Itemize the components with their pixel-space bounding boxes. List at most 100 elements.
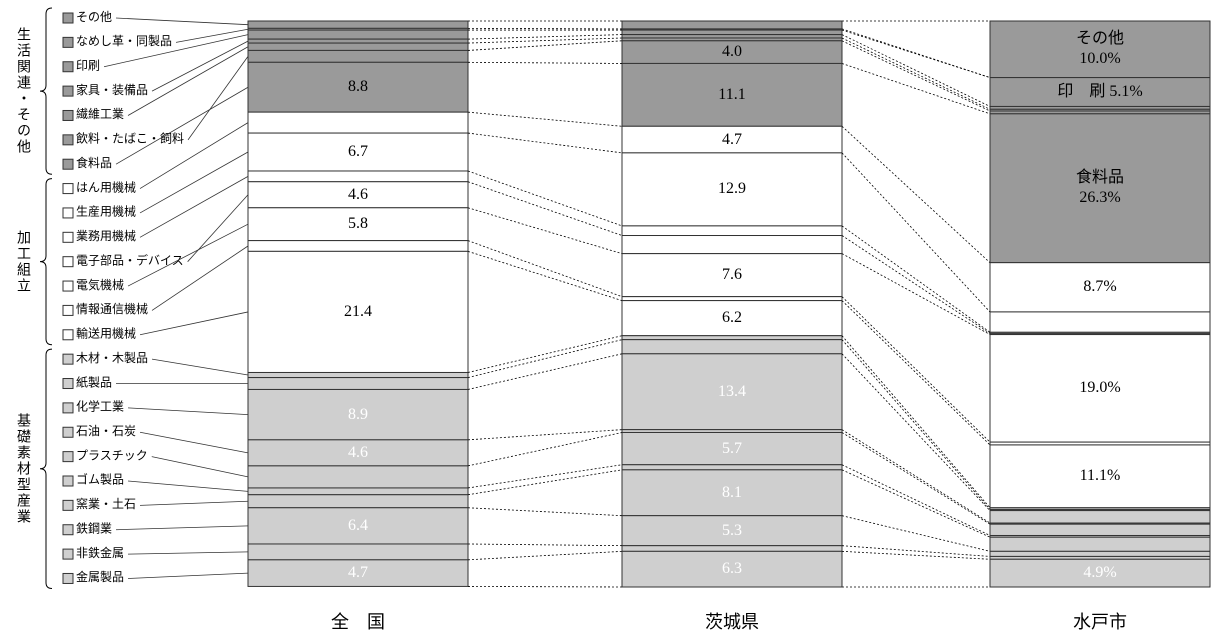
connector bbox=[841, 235, 991, 334]
value-label: 8.8 bbox=[348, 78, 368, 96]
connector bbox=[841, 63, 991, 115]
legend-marker bbox=[62, 499, 74, 511]
bar-segment bbox=[989, 262, 1211, 313]
bar-segment bbox=[621, 225, 843, 237]
bar-segment bbox=[247, 181, 469, 209]
value-label: 19.0% bbox=[1079, 379, 1121, 397]
leader-line bbox=[127, 572, 249, 579]
bar-segment bbox=[989, 334, 1211, 443]
legend-label: 窯業・土石 bbox=[76, 496, 136, 511]
legend-label: 電子部品・デバイス bbox=[76, 252, 184, 267]
bar-segment bbox=[989, 550, 1211, 557]
value-label: 4.6 bbox=[348, 185, 368, 203]
bar-segment bbox=[989, 311, 1211, 333]
bar-segment bbox=[247, 42, 469, 51]
connector bbox=[841, 296, 991, 443]
bar-segment bbox=[621, 296, 843, 302]
bar-segment bbox=[247, 207, 469, 242]
legend-label: 印刷 bbox=[76, 58, 100, 72]
value-label: 5.3 bbox=[722, 521, 742, 539]
legend-marker bbox=[62, 207, 74, 219]
connector bbox=[841, 429, 991, 524]
leader-line bbox=[128, 551, 249, 555]
bar-segment bbox=[621, 545, 843, 552]
bar-segment bbox=[247, 377, 469, 390]
connector bbox=[841, 300, 991, 446]
bar-segment bbox=[989, 558, 1211, 588]
bar-segment bbox=[621, 469, 843, 517]
legend-marker bbox=[62, 61, 74, 73]
leader-line bbox=[115, 17, 249, 26]
value-label: 6.7 bbox=[348, 143, 368, 161]
leader-line bbox=[127, 407, 249, 416]
connector bbox=[467, 339, 623, 378]
value-label: 8.7% bbox=[1083, 278, 1117, 296]
legend-label: 石油・石炭 bbox=[76, 424, 136, 438]
leader-line bbox=[127, 480, 249, 492]
connector bbox=[841, 125, 991, 263]
leader-line bbox=[127, 46, 249, 116]
legend-label: 電気機械 bbox=[76, 277, 124, 292]
value-label: 12.9 bbox=[718, 180, 746, 198]
connector bbox=[841, 225, 991, 333]
leader-line bbox=[139, 122, 249, 189]
value-label: その他 10.0% bbox=[1075, 30, 1124, 68]
legend-label: 紙製品 bbox=[76, 374, 112, 389]
connector bbox=[841, 29, 991, 78]
leader-line bbox=[151, 358, 249, 376]
value-label: 6.2 bbox=[722, 309, 742, 327]
value-label: 印 刷 5.1% bbox=[1057, 83, 1143, 101]
bar-segment bbox=[621, 464, 843, 471]
legend-marker bbox=[62, 109, 74, 121]
value-label: 13.4 bbox=[718, 382, 746, 400]
bar-segment bbox=[621, 20, 843, 30]
connector bbox=[841, 545, 991, 557]
value-label: 4.6 bbox=[348, 443, 368, 461]
connector bbox=[467, 34, 623, 40]
legend-label: ゴム製品 bbox=[76, 472, 124, 487]
connector bbox=[467, 61, 623, 64]
legend-marker bbox=[62, 280, 74, 292]
leader-line bbox=[139, 431, 249, 454]
connector bbox=[841, 37, 991, 110]
leader-line bbox=[151, 456, 249, 478]
bar-segment bbox=[621, 335, 843, 341]
legend-label: 非鉄金属 bbox=[76, 545, 124, 560]
bar-segment bbox=[247, 465, 469, 489]
legend-label: その他 bbox=[76, 10, 112, 24]
legend-label: 繊維工業 bbox=[76, 107, 124, 121]
value-label: 6.4 bbox=[348, 516, 368, 534]
connector bbox=[467, 586, 623, 588]
legend-label: 化学工業 bbox=[76, 399, 124, 414]
connector bbox=[467, 250, 623, 301]
group-label: 基礎素材型産業 bbox=[15, 412, 30, 525]
legend-marker bbox=[62, 134, 74, 146]
bar-segment bbox=[247, 49, 469, 63]
value-label: 4.9% bbox=[1083, 564, 1117, 582]
bar-segment bbox=[621, 29, 843, 36]
leader-line bbox=[151, 245, 249, 311]
bar-segment bbox=[621, 62, 843, 127]
bar-segment bbox=[621, 253, 843, 298]
bar-segment bbox=[621, 300, 843, 337]
connector bbox=[467, 507, 623, 517]
bar-segment bbox=[247, 439, 469, 467]
legend-label: 鉄鋼業 bbox=[76, 520, 112, 535]
connector bbox=[467, 469, 623, 496]
bar-segment bbox=[621, 339, 843, 355]
legend-label: なめし革・同製品 bbox=[76, 34, 172, 48]
bar-segment bbox=[247, 20, 469, 29]
legend-marker bbox=[62, 231, 74, 243]
bar-segment bbox=[989, 536, 1211, 552]
leader-line bbox=[187, 56, 249, 141]
connector bbox=[467, 111, 623, 127]
value-label: 21.4 bbox=[344, 302, 372, 320]
bar-segment bbox=[989, 113, 1211, 264]
legend-marker bbox=[62, 524, 74, 536]
connector bbox=[467, 132, 623, 154]
bar-segment bbox=[989, 510, 1211, 524]
leader-line bbox=[127, 223, 249, 287]
leader-line bbox=[175, 28, 249, 43]
legend-label: 輸送用機械 bbox=[76, 326, 136, 341]
